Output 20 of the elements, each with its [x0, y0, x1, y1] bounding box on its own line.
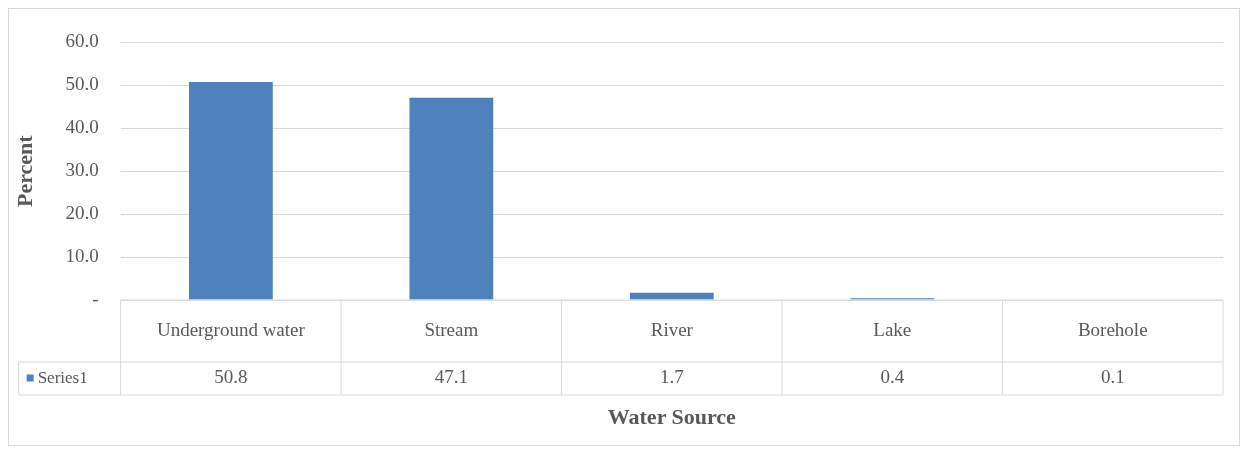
y-axis-title: Percent: [11, 134, 37, 208]
y-tick-label: 10.0: [65, 245, 99, 267]
x-tick-label: Borehole: [1077, 318, 1148, 340]
y-tick-label: 60.0: [65, 30, 99, 52]
data-label: 47.1: [434, 366, 468, 388]
y-tick-label: 30.0: [65, 159, 99, 181]
x-axis-title: Water Source: [607, 403, 737, 429]
x-tick-label: Lake: [873, 318, 912, 340]
data-label: 0.1: [1100, 366, 1125, 388]
x-tick-label: River: [650, 318, 694, 340]
y-tick-label: 20.0: [65, 202, 99, 224]
legend-label: Series1: [37, 367, 88, 387]
y-tick-label: 40.0: [65, 116, 99, 138]
data-label: 1.7: [659, 366, 684, 388]
x-tick-label: Underground water: [156, 318, 306, 340]
y-tick-label: 50.0: [65, 73, 99, 95]
data-label: 50.8: [214, 366, 248, 388]
data-label: 0.4: [880, 366, 905, 388]
x-tick-label: Stream: [424, 318, 479, 340]
y-tick-label: -: [92, 287, 99, 309]
